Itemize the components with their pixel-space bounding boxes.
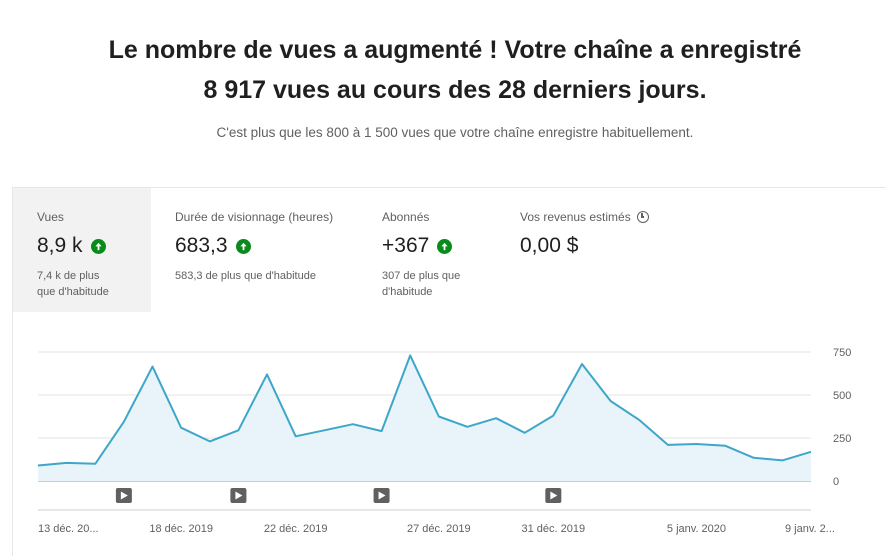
metric-label: Vos revenus estimés: [520, 210, 631, 224]
metric-comparison: d'habitude: [382, 286, 433, 298]
y-tick-label: 750: [833, 347, 851, 359]
metric-comparison: 583,3 de plus que d'habitude: [175, 270, 316, 282]
metric-label: Vues: [37, 210, 64, 224]
x-tick-label: 5 janv. 2020: [667, 523, 726, 535]
metric-tab-subscribers[interactable]: Abonnés +367 307 de plus que d'habitude: [358, 188, 496, 312]
metric-tab-watch-time[interactable]: Durée de visionnage (heures) 683,3 583,3…: [151, 188, 358, 312]
headline: Le nombre de vues a augmenté ! Votre cha…: [0, 30, 886, 110]
analytics-card: Vues 8,9 k 7,4 k de plus que d'habitude …: [12, 187, 886, 556]
metric-value: 8,9 k: [37, 234, 83, 257]
metric-tab-views[interactable]: Vues 8,9 k 7,4 k de plus que d'habitude: [13, 188, 151, 312]
headline-line-2: 8 917 vues au cours des 28 derniers jour…: [203, 76, 707, 104]
metric-value: +367: [382, 234, 430, 257]
headline-line-1: Le nombre de vues a augmenté ! Votre cha…: [108, 36, 802, 64]
metric-tab-revenue[interactable]: Vos revenus estimés 0,00 $: [496, 188, 696, 312]
video-marker-play-icon[interactable]: [115, 488, 132, 503]
x-tick-label: 18 déc. 2019: [149, 523, 213, 535]
metric-value: 0,00 $: [520, 234, 579, 257]
arrow-up-icon: [437, 238, 453, 254]
metric-label: Durée de visionnage (heures): [175, 210, 334, 224]
video-marker-play-icon[interactable]: [230, 488, 247, 503]
subline: C'est plus que les 800 à 1 500 vues que …: [216, 125, 694, 140]
metric-label: Abonnés: [382, 210, 430, 224]
x-tick-label: 22 déc. 2019: [264, 523, 328, 535]
metric-comparison: 307 de plus que: [382, 270, 461, 282]
x-tick-label: 13 déc. 20...: [38, 523, 99, 535]
metric-comparison: 7,4 k de plus: [37, 270, 100, 282]
y-tick-label: 250: [833, 433, 851, 445]
x-tick-label: 31 déc. 2019: [522, 523, 586, 535]
metric-value: 683,3: [175, 234, 228, 257]
metric-comparison: que d'habitude: [37, 286, 109, 298]
video-marker-play-icon[interactable]: [373, 488, 390, 503]
arrow-up-icon: [90, 238, 106, 254]
views-chart: 0 250 500 750 13 déc. 20... 18 déc. 2019 22 dé…: [37, 347, 851, 535]
x-tick-label: 9 janv. 2...: [785, 523, 835, 535]
views-line: [37, 354, 812, 467]
arrow-up-icon: [235, 238, 251, 254]
clock-icon[interactable]: [636, 211, 649, 223]
views-area: [38, 355, 811, 481]
y-tick-label: 0: [833, 476, 839, 488]
video-marker-play-icon[interactable]: [545, 488, 562, 503]
y-tick-label: 500: [833, 390, 851, 402]
x-tick-label: 27 déc. 2019: [407, 523, 471, 535]
